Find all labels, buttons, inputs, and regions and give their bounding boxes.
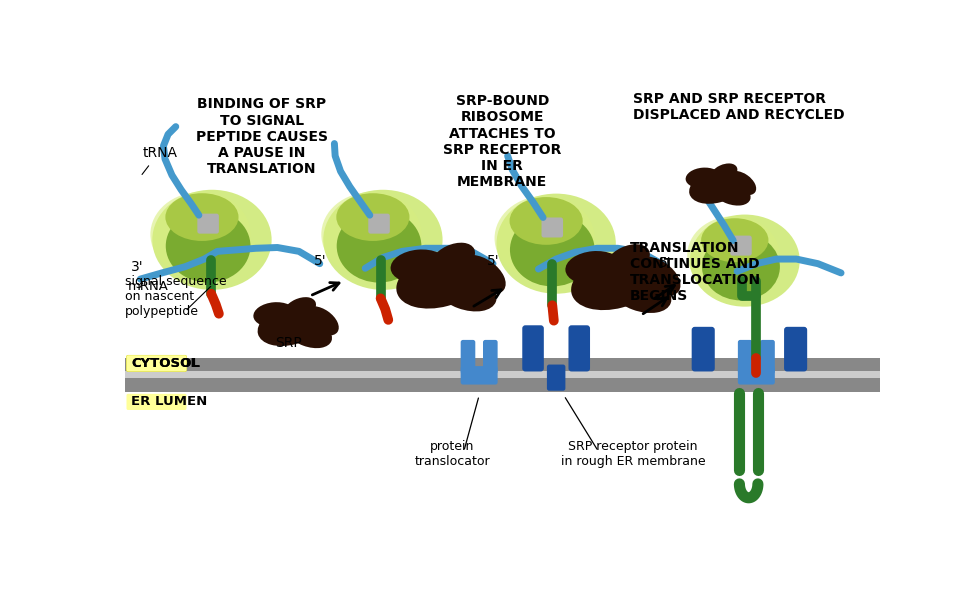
FancyBboxPatch shape (547, 365, 565, 391)
Ellipse shape (396, 253, 485, 308)
Text: SRP-BOUND
RIBOSOME
ATTACHES TO
SRP RECEPTOR
IN ER
MEMBRANE: SRP-BOUND RIBOSOME ATTACHES TO SRP RECEP… (443, 95, 562, 189)
FancyBboxPatch shape (461, 366, 498, 385)
Ellipse shape (634, 256, 680, 296)
Ellipse shape (254, 302, 296, 327)
Text: mRNA: mRNA (127, 280, 169, 293)
Ellipse shape (608, 270, 671, 313)
FancyBboxPatch shape (483, 340, 498, 374)
FancyBboxPatch shape (126, 355, 186, 371)
Ellipse shape (565, 251, 622, 285)
Text: TRANSLATION
CONTINUES AND
TRANSLOCATION
BEGINS: TRANSLATION CONTINUES AND TRANSLOCATION … (630, 241, 761, 303)
Ellipse shape (323, 190, 443, 290)
FancyBboxPatch shape (542, 218, 564, 238)
FancyBboxPatch shape (522, 325, 544, 371)
Text: SRP AND SRP RECEPTOR
DISPLACED AND RECYCLED: SRP AND SRP RECEPTOR DISPLACED AND RECYC… (633, 92, 845, 122)
Ellipse shape (150, 192, 251, 277)
Ellipse shape (497, 193, 615, 294)
Ellipse shape (460, 255, 506, 295)
Bar (125, 358, 880, 371)
Ellipse shape (605, 244, 650, 277)
Text: 5': 5' (487, 255, 500, 268)
Ellipse shape (391, 250, 448, 283)
Ellipse shape (336, 193, 410, 241)
Ellipse shape (710, 164, 737, 184)
Ellipse shape (304, 306, 339, 336)
FancyBboxPatch shape (126, 355, 186, 371)
FancyBboxPatch shape (368, 214, 390, 234)
Text: ER LUMEN: ER LUMEN (131, 395, 208, 408)
Text: tRNA: tRNA (143, 147, 177, 161)
Ellipse shape (495, 196, 595, 281)
Ellipse shape (432, 269, 497, 311)
FancyBboxPatch shape (730, 236, 752, 256)
Ellipse shape (430, 242, 475, 276)
Text: 3': 3' (131, 261, 144, 275)
Ellipse shape (284, 316, 332, 348)
Text: CYTOSOL: CYTOSOL (131, 358, 200, 370)
Ellipse shape (727, 171, 757, 195)
Text: 5': 5' (659, 256, 671, 270)
Text: CYTOSOL: CYTOSOL (130, 356, 199, 370)
FancyBboxPatch shape (738, 340, 753, 374)
FancyBboxPatch shape (692, 327, 714, 371)
Ellipse shape (690, 215, 800, 307)
FancyBboxPatch shape (784, 327, 808, 371)
FancyBboxPatch shape (461, 340, 475, 374)
FancyBboxPatch shape (760, 340, 775, 374)
Text: 5': 5' (315, 255, 327, 268)
Ellipse shape (282, 297, 316, 322)
Ellipse shape (152, 190, 271, 290)
Ellipse shape (510, 197, 583, 245)
Ellipse shape (701, 218, 768, 262)
Ellipse shape (571, 254, 660, 310)
Ellipse shape (689, 170, 744, 204)
Ellipse shape (711, 179, 751, 205)
Bar (125, 371, 880, 378)
FancyBboxPatch shape (126, 394, 186, 410)
FancyBboxPatch shape (197, 214, 219, 234)
FancyBboxPatch shape (738, 366, 775, 385)
Ellipse shape (687, 216, 779, 294)
Bar (125, 378, 880, 391)
Text: signal sequence
on nascent
polypeptide: signal sequence on nascent polypeptide (125, 275, 226, 318)
Ellipse shape (321, 192, 421, 277)
Text: BINDING OF SRP
TO SIGNAL
PEPTIDE CAUSES
A PAUSE IN
TRANSLATION: BINDING OF SRP TO SIGNAL PEPTIDE CAUSES … (196, 98, 328, 176)
Ellipse shape (258, 305, 323, 346)
Ellipse shape (702, 233, 780, 301)
Ellipse shape (337, 210, 421, 282)
Text: SRP: SRP (275, 336, 303, 350)
Ellipse shape (166, 210, 251, 282)
Ellipse shape (510, 213, 595, 287)
Ellipse shape (686, 168, 720, 188)
Text: protein
translocator: protein translocator (415, 441, 490, 468)
Ellipse shape (166, 193, 238, 241)
FancyBboxPatch shape (568, 325, 590, 371)
Text: CYTOSOL: CYTOSOL (131, 356, 200, 370)
Text: SRP receptor protein
in rough ER membrane: SRP receptor protein in rough ER membran… (561, 441, 706, 468)
